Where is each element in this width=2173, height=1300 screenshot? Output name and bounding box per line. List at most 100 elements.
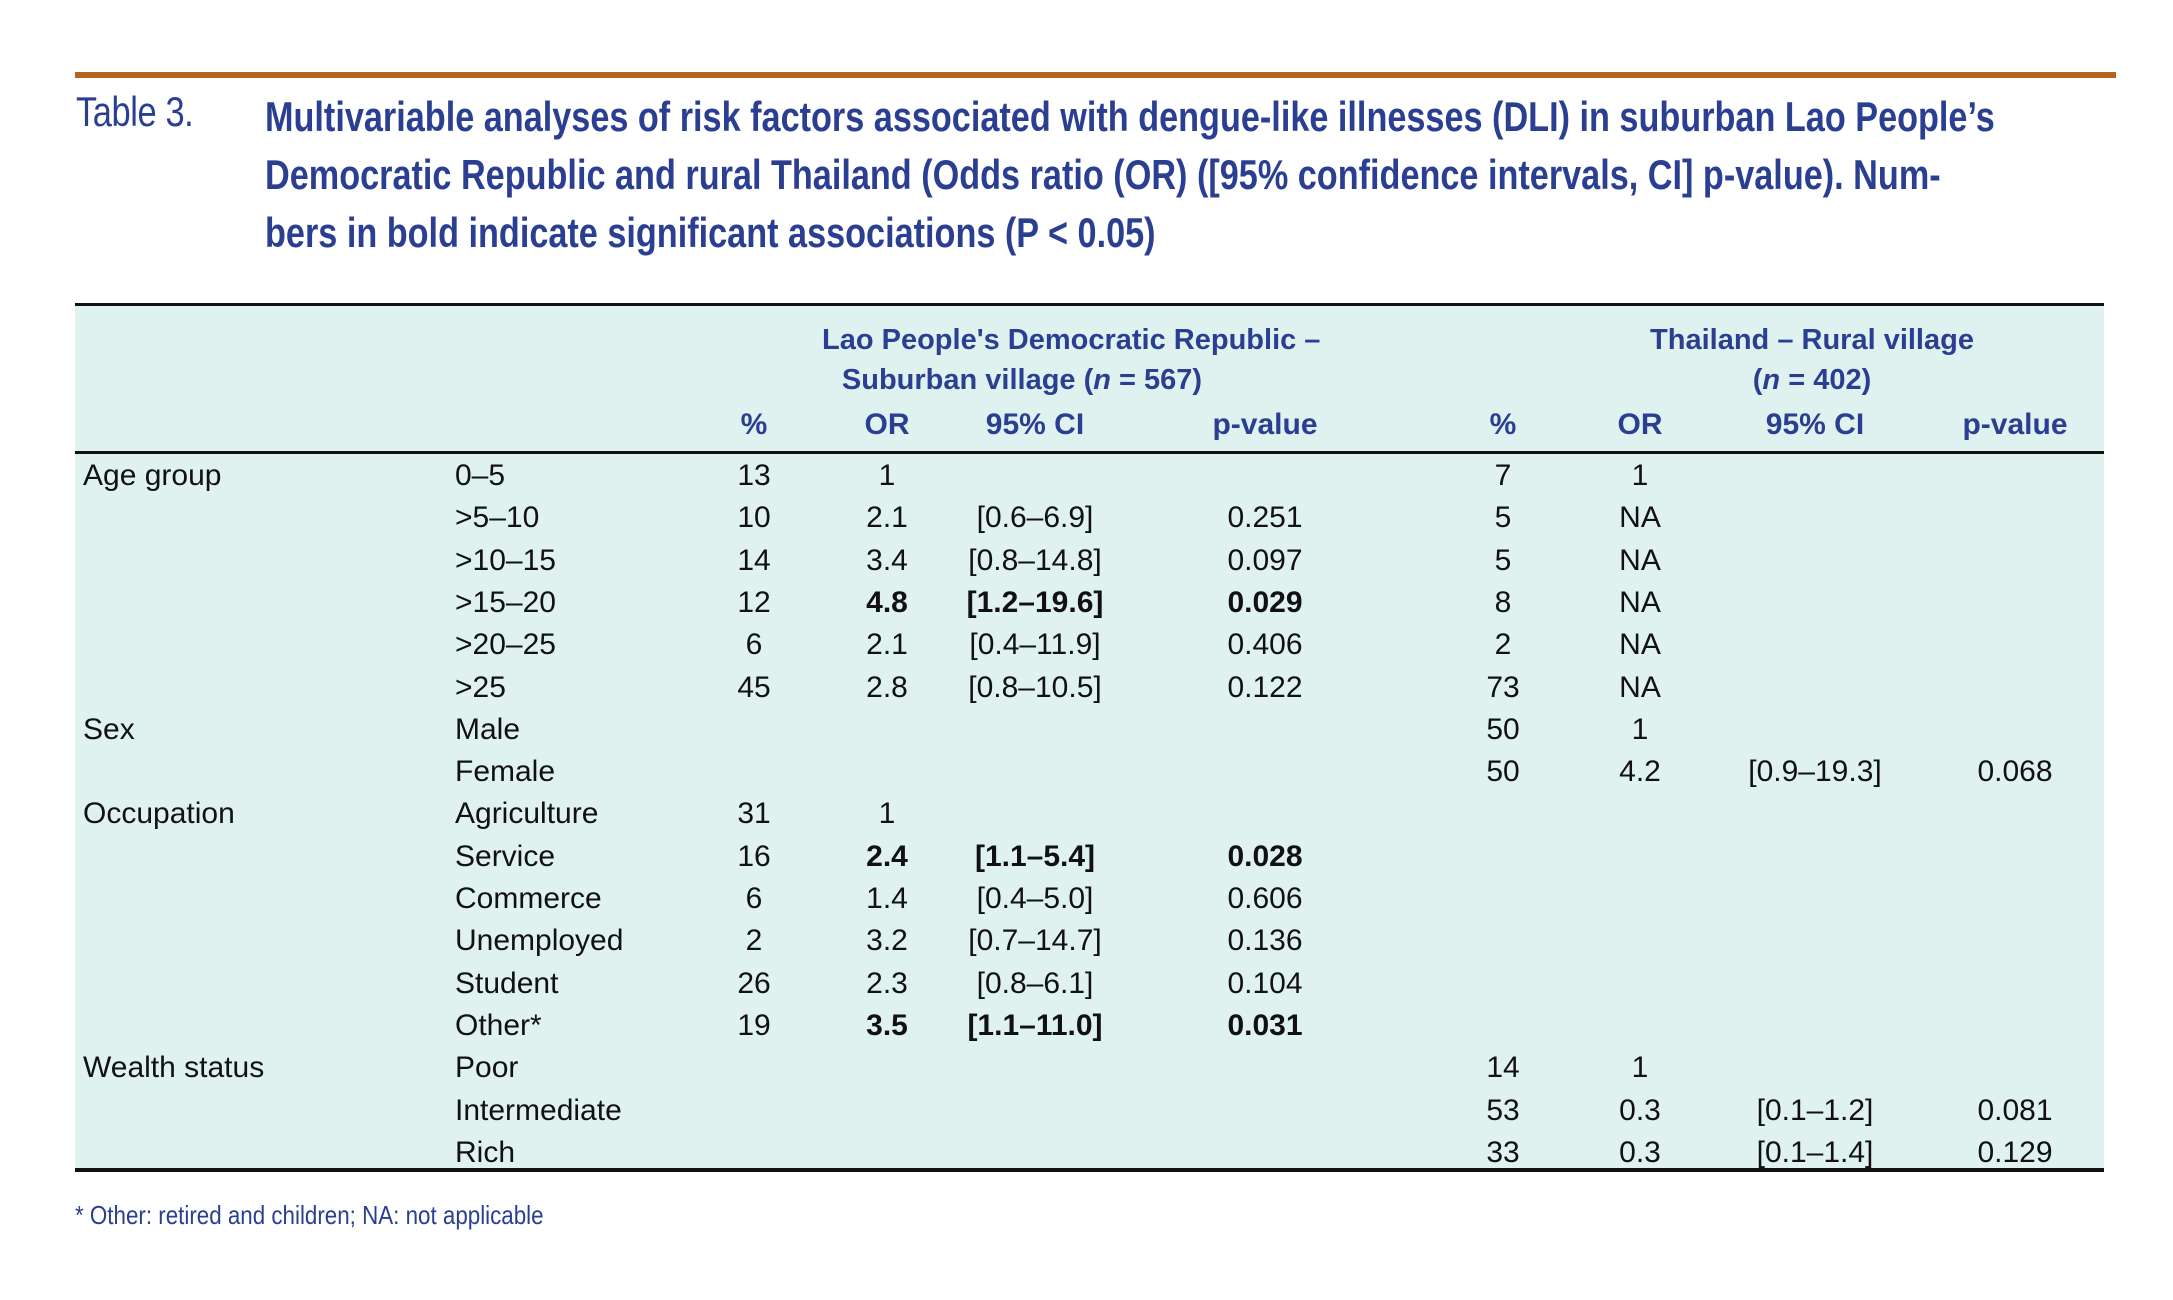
cell-lao-percent: 2 [745,924,763,958]
cell-thai-percent: 14 [1486,1051,1520,1085]
cell-thai-percent: 8 [1494,585,1512,619]
table-row: Rich 33 0.3 [0.1–1.4] 0.129 [0,1132,2173,1174]
cell-thai-p: 0.129 [1977,1135,2053,1169]
table-row: Unemployed 2 3.2 [0.7–14.7] 0.136 [0,920,2173,962]
cell-thai-or: NA [1619,543,1661,577]
cell-lao-p: 0.606 [1227,882,1303,915]
group-header-lao: Lao People's Democratic Republic – Subur… [822,320,1321,400]
caption-line: Multivariable analyses of risk factors a… [265,93,1995,140]
cell-thai-or: 1 [1631,459,1649,492]
cell-lao-or: 2.8 [866,670,908,704]
column-header-thai-percent: % [1489,408,1517,441]
cell-lao-ci: [1.1–11.0] [967,1008,1103,1042]
cell-lao-p: 0.104 [1227,966,1303,1000]
row-category: Wealth status [83,1051,265,1085]
cell-thai-percent: 50 [1486,712,1520,746]
column-header-thai-p: p-value [1962,408,2068,441]
cell-lao-percent: 26 [737,966,771,1000]
cell-thai-or: NA [1619,628,1661,662]
cell-thai-or: NA [1619,585,1661,619]
cell-lao-p: 0.136 [1227,924,1303,958]
cell-lao-or: 4.8 [866,585,908,619]
column-header-lao-p: p-value [1212,408,1318,441]
table-row: Student 26 2.3 [0.8–6.1] 0.104 [0,963,2173,1005]
table-row: Sex Male 50 1 [0,709,2173,751]
cell-thai-percent: 73 [1486,670,1520,704]
row-subcategory: Agriculture [455,797,599,831]
row-subcategory: >15–20 [455,585,556,619]
row-category: Sex [83,712,135,746]
cell-thai-or: 0.3 [1619,1135,1661,1169]
cell-thai-or: 1 [1631,1051,1649,1085]
cell-thai-percent: 33 [1486,1135,1520,1169]
table-row: Intermediate 53 0.3 [0.1–1.2] 0.081 [0,1090,2173,1132]
cell-lao-percent: 10 [737,501,771,535]
row-subcategory: Commerce [455,882,602,915]
cell-lao-percent: 13 [737,459,771,492]
row-subcategory: Student [455,966,559,1000]
table-row: >20–25 6 2.1 [0.4–11.9] 0.406 2 NA [0,624,2173,666]
cell-lao-or: 1.4 [866,882,908,915]
table-row: >10–15 14 3.4 [0.8–14.8] 0.097 5 NA [0,540,2173,582]
row-category: Occupation [83,797,235,831]
cell-lao-or: 3.5 [866,1008,908,1042]
cell-lao-ci: [0.6–6.9] [976,501,1094,535]
table-row: Female 50 4.2 [0.9–19.3] 0.068 [0,751,2173,793]
group-header-line1: Thailand – Rural village [1650,324,1974,356]
cell-thai-ci: [0.1–1.4] [1756,1135,1874,1169]
table-row: Other* 19 3.5 [1.1–11.0] 0.031 [0,1005,2173,1047]
cell-thai-p: 0.068 [1977,755,2053,789]
cell-thai-or: NA [1619,501,1661,535]
cell-thai-or: 1 [1631,712,1649,746]
table-caption-label: Table 3. [76,88,194,135]
table-row: Age group 0–5 13 1 7 1 [0,455,2173,497]
group-header-line2: (n = 402) [1752,364,1872,396]
row-subcategory: Other* [455,1008,542,1042]
table-row: Wealth status Poor 14 1 [0,1047,2173,1089]
cell-lao-percent: 19 [737,1008,771,1042]
cell-lao-ci: [0.8–10.5] [968,670,1102,704]
cell-lao-p: 0.251 [1227,501,1303,535]
cell-lao-ci: [0.8–14.8] [968,543,1102,577]
row-subcategory: >25 [455,670,506,704]
cell-thai-ci: [0.9–19.3] [1748,755,1882,789]
table-row: >25 45 2.8 [0.8–10.5] 0.122 73 NA [0,667,2173,709]
cell-lao-percent: 45 [737,670,771,704]
cell-thai-or: 0.3 [1619,1093,1661,1127]
table-row: Commerce 6 1.4 [0.4–5.0] 0.606 [0,878,2173,920]
cell-lao-p: 0.097 [1227,543,1303,577]
column-header-lao-ci: 95% CI [985,408,1085,441]
risk-factor-table [75,303,2104,1172]
table-footnote: * Other: retired and children; NA: not a… [75,1200,544,1230]
group-header-line2: Suburban village (n = 567) [841,364,1203,396]
cell-thai-percent: 5 [1494,543,1512,577]
caption-top-rule [75,72,2116,78]
cell-lao-or: 1 [878,459,896,492]
caption-line: bers in bold indicate significant associ… [265,209,1156,256]
cell-lao-ci: [0.7–14.7] [968,924,1102,958]
cell-lao-p: 0.031 [1227,1008,1303,1042]
cell-lao-ci: [0.4–11.9] [969,628,1101,662]
cell-lao-ci: [0.8–6.1] [976,966,1094,1000]
column-header-thai-or: OR [1617,408,1663,441]
table-row: >5–10 10 2.1 [0.6–6.9] 0.251 5 NA [0,497,2173,539]
column-header-lao-percent: % [740,408,768,441]
group-header-line1: Lao People's Democratic Republic – [822,324,1321,356]
cell-lao-or: 2.1 [866,501,908,535]
cell-thai-percent: 5 [1494,501,1512,535]
column-header-thai-ci: 95% CI [1765,408,1865,441]
cell-thai-p: 0.081 [1977,1093,2053,1127]
cell-thai-percent: 2 [1494,628,1512,662]
header-divider [75,451,2104,454]
row-subcategory: >5–10 [455,501,540,535]
row-subcategory: 0–5 [455,459,506,492]
cell-lao-p: 0.028 [1227,839,1303,873]
cell-lao-percent: 6 [745,882,763,915]
cell-lao-percent: 16 [737,839,771,873]
cell-lao-or: 2.3 [866,966,908,1000]
cell-lao-or: 2.4 [866,839,908,873]
row-subcategory: Female [455,755,556,789]
row-subcategory: Rich [455,1135,516,1169]
cell-lao-percent: 31 [737,797,771,831]
table-row: Occupation Agriculture 31 1 [0,793,2173,835]
